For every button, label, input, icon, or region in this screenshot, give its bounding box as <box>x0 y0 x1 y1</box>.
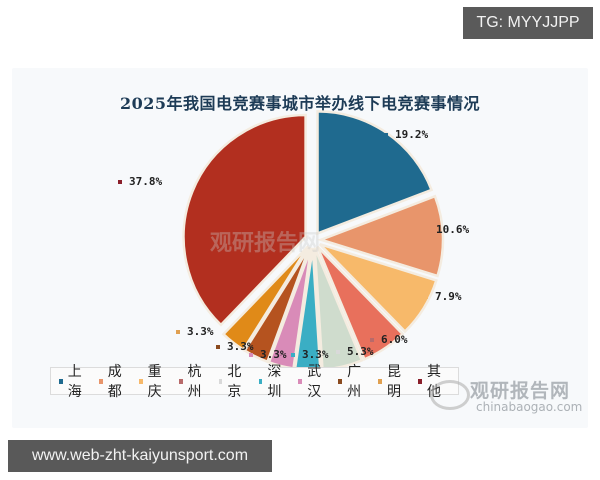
slice-label: 5.3% <box>336 345 374 358</box>
legend-item[interactable]: 成都 <box>98 361 129 401</box>
slice-label-swatch <box>425 228 429 232</box>
pie-slice-杭州 <box>316 245 405 361</box>
slice-label: 37.8% <box>118 175 162 188</box>
slice-label: 10.6% <box>425 223 469 236</box>
watermark-center: 观研报告网 <box>210 231 321 256</box>
slice-label-value: 6.0% <box>381 333 408 346</box>
legend-swatch <box>98 378 103 384</box>
slice-label-swatch <box>249 353 253 357</box>
slice-label: 3.3% <box>176 325 214 338</box>
slice-label-value: 7.9% <box>435 290 462 303</box>
legend-item[interactable]: 重庆 <box>138 361 169 401</box>
slice-label-value: 3.3% <box>227 340 254 353</box>
slice-label-swatch <box>424 295 428 299</box>
legend-label: 广州 <box>347 364 362 400</box>
legend-swatch <box>218 378 223 384</box>
slice-label-swatch <box>336 350 340 354</box>
chart-legend: 上海 成都 重庆 杭州 北京 深圳 武汉 广州 昆明 其他 <box>50 364 459 400</box>
slice-label-swatch <box>176 330 180 334</box>
legend-swatch <box>338 378 343 384</box>
legend-swatch <box>138 378 143 384</box>
slice-label-value: 3.3% <box>302 348 329 361</box>
legend-label: 武汉 <box>307 364 322 400</box>
slice-label: 7.9% <box>424 290 462 303</box>
legend-item[interactable]: 深圳 <box>258 361 289 401</box>
legend-item[interactable]: 武汉 <box>298 361 328 401</box>
legend-label: 杭州 <box>187 364 202 400</box>
pie-slice-成都 <box>317 194 445 278</box>
legend-swatch <box>178 378 183 384</box>
legend-swatch <box>378 378 383 384</box>
slice-label: 3.3% <box>249 348 287 361</box>
legend-item[interactable]: 上海 <box>59 361 89 401</box>
legend-label: 昆明 <box>387 364 402 400</box>
legend-label: 成都 <box>107 364 122 400</box>
slice-label: 3.3% <box>216 340 254 353</box>
legend-swatch <box>258 378 263 384</box>
slice-label-value: 3.3% <box>187 325 214 338</box>
legend-label: 上海 <box>67 364 82 400</box>
slice-label: 6.0% <box>370 333 408 346</box>
legend-item[interactable]: 北京 <box>218 361 249 401</box>
pie-slice-重庆 <box>318 242 438 334</box>
watermark-logo-icon <box>430 380 470 410</box>
slice-label-swatch <box>216 345 220 349</box>
watermark-brand: 观研报告网 <box>470 380 571 402</box>
legend-label: 重庆 <box>147 364 162 400</box>
tg-badge: TG: MYYJJPP <box>463 7 593 39</box>
pie-slice-其他 <box>182 113 307 327</box>
slice-label-value: 5.3% <box>347 345 374 358</box>
slice-label: 3.3% <box>291 348 329 361</box>
legend-label: 深圳 <box>267 364 282 400</box>
pie-slice-昆明 <box>221 245 310 352</box>
url-badge[interactable]: www.web-zht-kaiyunsport.com <box>8 440 272 472</box>
pie-slice-上海 <box>316 110 434 236</box>
legend-label: 北京 <box>227 364 242 400</box>
slice-label-swatch <box>118 180 122 184</box>
legend-item[interactable]: 昆明 <box>378 361 408 401</box>
slice-label-value: 10.6% <box>436 223 470 236</box>
legend-swatch <box>298 378 303 384</box>
legend-swatch <box>59 378 63 384</box>
legend-swatch <box>418 378 422 384</box>
slice-label-swatch <box>384 133 388 137</box>
slice-label-value: 37.8% <box>129 175 163 188</box>
pie-slice-广州 <box>243 246 311 364</box>
chart-title: 2025年我国电竞赛事城市举办线下电竞赛事情况 <box>119 94 481 113</box>
legend-item[interactable]: 广州 <box>338 361 368 401</box>
slice-label-value: 19.2% <box>395 128 429 141</box>
slice-label-swatch <box>370 338 374 342</box>
slice-label: 19.2% <box>384 128 428 141</box>
slice-label-swatch <box>291 353 295 357</box>
slice-label-value: 3.3% <box>260 348 287 361</box>
watermark-domain: chinabaogao.com <box>476 400 583 414</box>
legend-item[interactable]: 杭州 <box>178 361 209 401</box>
